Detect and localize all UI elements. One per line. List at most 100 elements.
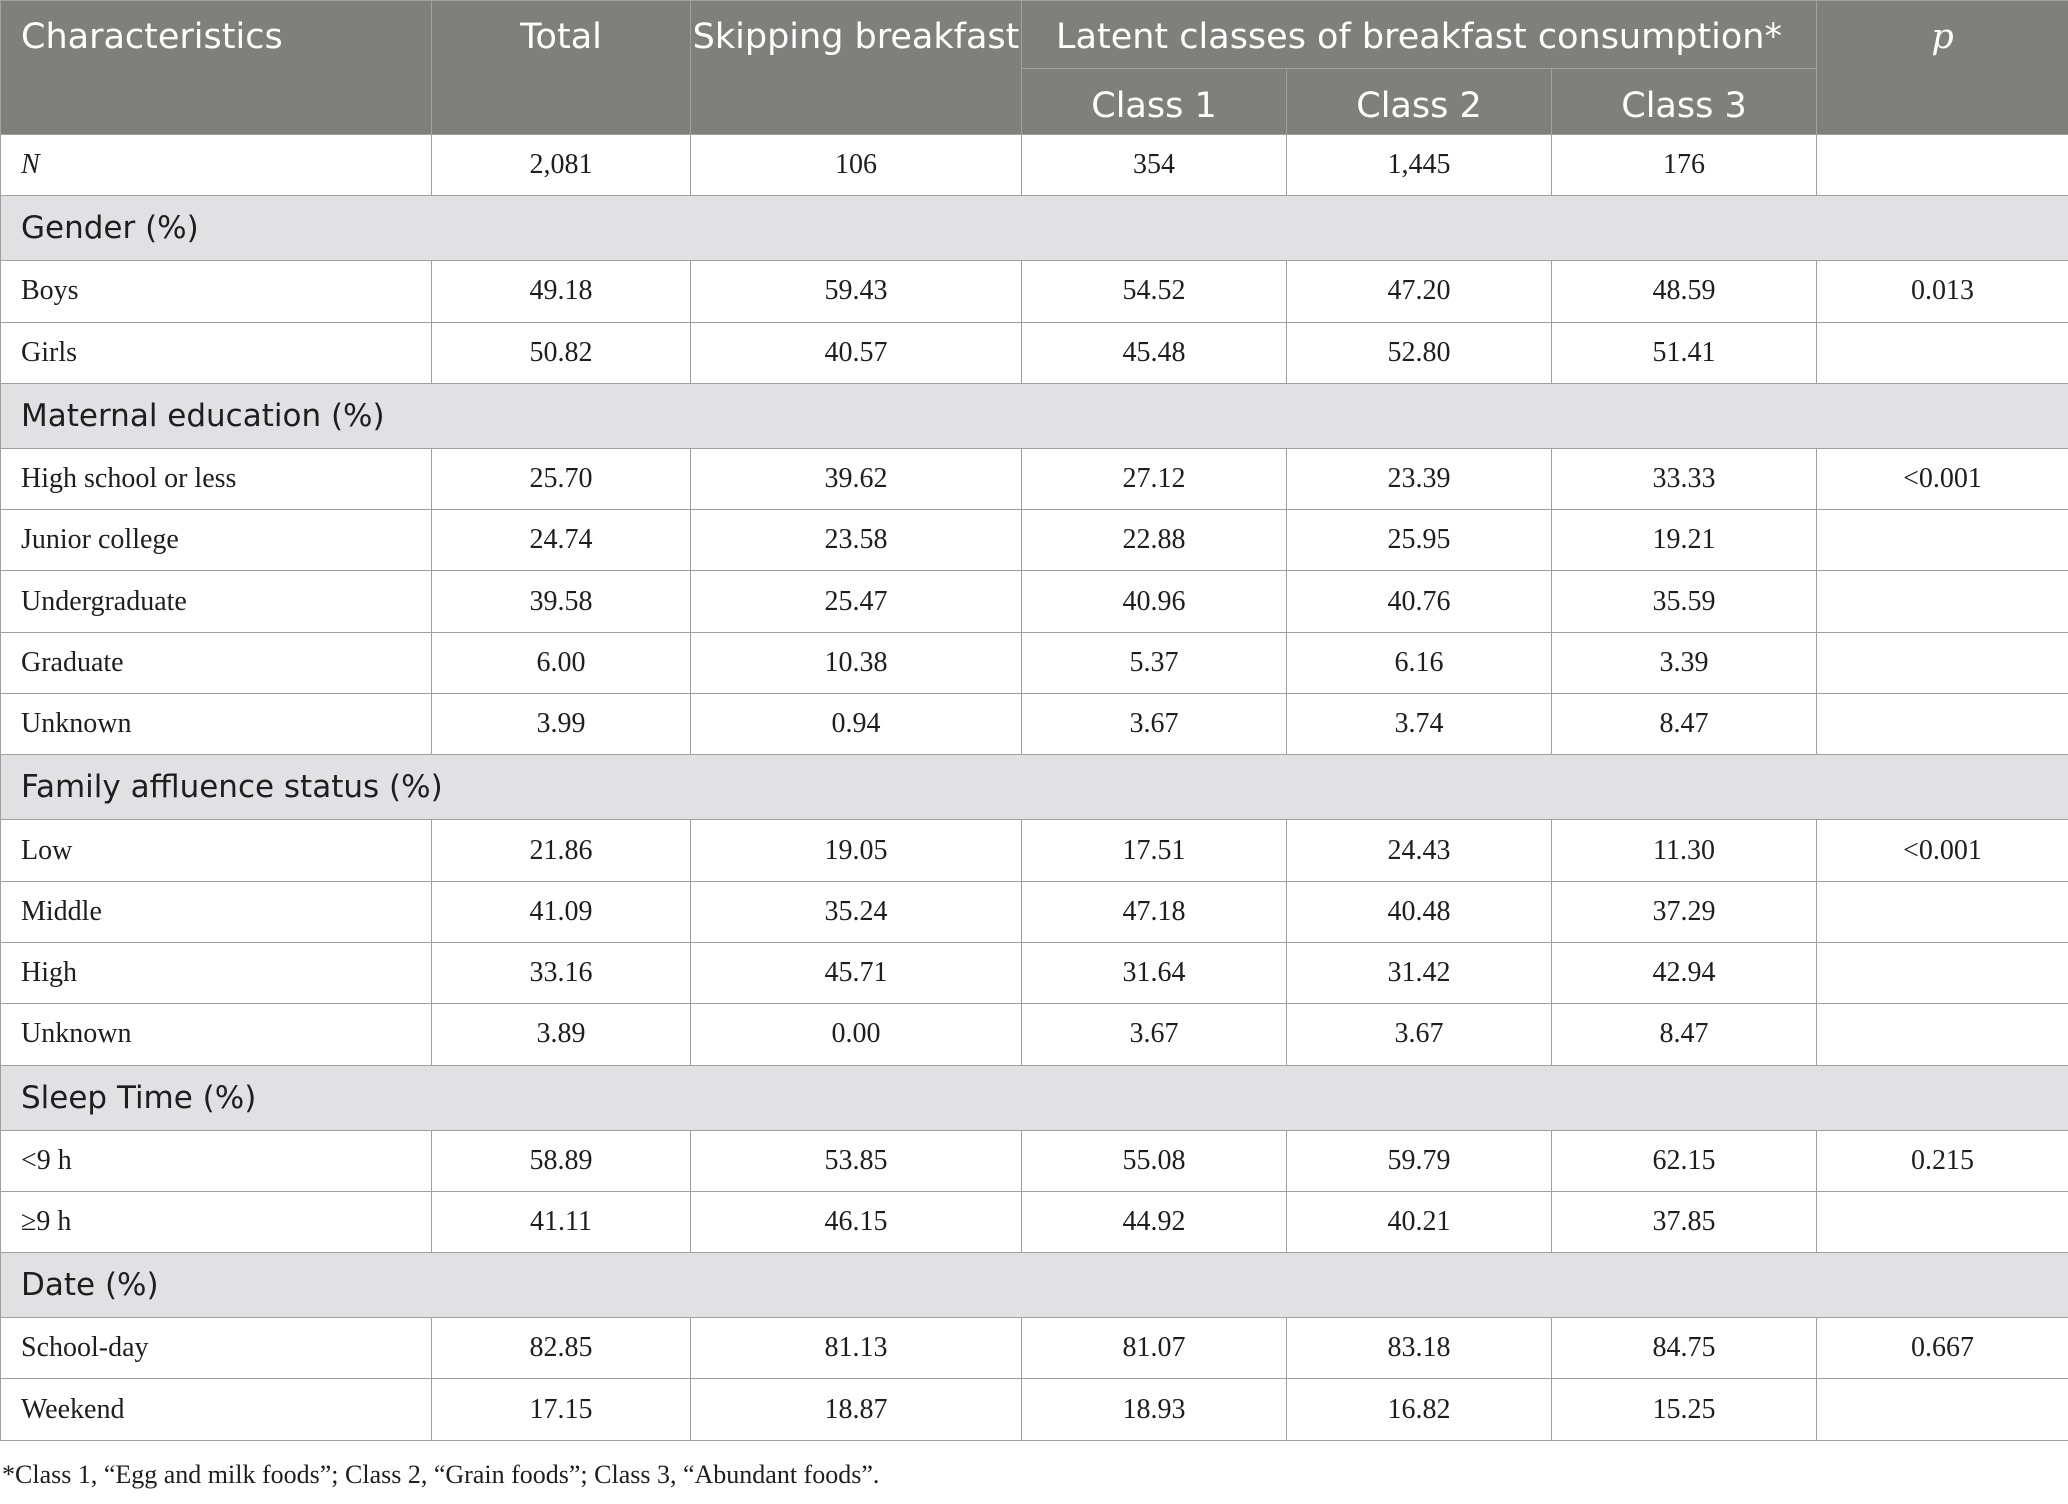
table-row: Unknown 3.89 0.00 3.67 3.67 8.47 [0, 1003, 2068, 1066]
cell-p-value [1816, 1003, 2068, 1066]
cell-skipping: 53.85 [690, 1129, 1022, 1192]
cell-class-2: 40.48 [1286, 880, 1552, 943]
cell-skipping: 19.05 [690, 819, 1022, 882]
cell-class-3: 15.25 [1550, 1378, 1818, 1441]
header-row-sub: Class 1 Class 2 Class 3 [1, 68, 2068, 135]
table-row: Graduate 6.00 10.38 5.37 6.16 3.39 [0, 631, 2068, 695]
cell-skipping: 46.15 [690, 1190, 1022, 1254]
cell-class-1: 17.51 [1021, 819, 1287, 882]
cell-class-1: 5.37 [1021, 631, 1287, 695]
cell-class-2: 16.82 [1286, 1378, 1552, 1441]
cell-total: 49.18 [431, 260, 691, 323]
cell-class-1: 40.96 [1021, 570, 1287, 633]
cell-class-3: 35.59 [1550, 570, 1818, 633]
cell-class-1: 31.64 [1021, 941, 1287, 1005]
cell-p-value [1816, 1190, 2068, 1254]
header-class-2: Class 2 [1286, 68, 1552, 135]
cell-class-1: 54.52 [1021, 260, 1287, 323]
cell-total: 21.86 [431, 819, 691, 882]
cell-class-3: 19.21 [1550, 509, 1818, 572]
cell-p-value [1816, 509, 2068, 572]
table-row: Low 21.86 19.05 17.51 24.43 11.30 <0.001 [0, 819, 2068, 882]
row-label: ≥9 h [0, 1190, 432, 1254]
cell-p-value [1816, 880, 2068, 943]
cell-class-1: 27.12 [1021, 447, 1287, 511]
cell-total: 2,081 [431, 133, 691, 197]
header-p-value: p [1816, 0, 2068, 135]
cell-class-2: 47.20 [1286, 260, 1552, 323]
cell-total: 82.85 [431, 1317, 691, 1380]
row-label: Unknown [0, 693, 432, 756]
cell-total: 24.74 [431, 509, 691, 572]
cell-skipping: 106 [690, 133, 1022, 197]
row-label: <9 h [0, 1129, 432, 1192]
cell-total: 41.09 [431, 880, 691, 943]
section-header-row: Sleep Time (%) [0, 1064, 2068, 1131]
cell-class-3: 51.41 [1550, 321, 1818, 384]
section-title: Family affluence status (%) [0, 754, 2068, 821]
section-title: Maternal education (%) [0, 382, 2068, 449]
cell-total: 39.58 [431, 570, 691, 633]
table-header: Characteristics Total Skipping breakfast… [0, 0, 2068, 135]
cell-class-3: 42.94 [1550, 941, 1818, 1005]
cell-class-1: 81.07 [1021, 1317, 1287, 1380]
row-label: Undergraduate [0, 570, 432, 633]
header-row-top: Characteristics Total Skipping breakfast… [0, 0, 2068, 135]
cell-p-value [1816, 1378, 2068, 1441]
section-title: Sleep Time (%) [0, 1064, 2068, 1131]
section-header-row: Gender (%) [0, 195, 2068, 262]
row-label: High school or less [0, 447, 432, 511]
cell-class-1: 3.67 [1021, 693, 1287, 756]
row-label: Low [0, 819, 432, 882]
cell-p-value: <0.001 [1816, 447, 2068, 511]
table-row: Boys 49.18 59.43 54.52 47.20 48.59 0.013 [0, 260, 2068, 323]
cell-class-2: 6.16 [1286, 631, 1552, 695]
table-row: Middle 41.09 35.24 47.18 40.48 37.29 [0, 880, 2068, 943]
cell-class-2: 24.43 [1286, 819, 1552, 882]
section-title: Date (%) [0, 1252, 2068, 1319]
section-header-row: Family affluence status (%) [0, 754, 2068, 821]
cell-class-3: 8.47 [1550, 1003, 1818, 1066]
cell-skipping: 0.00 [690, 1003, 1022, 1066]
cell-p-value: 0.215 [1816, 1129, 2068, 1192]
cell-total: 25.70 [431, 447, 691, 511]
cell-p-value [1816, 321, 2068, 384]
row-label: Weekend [0, 1378, 432, 1441]
cell-p-value [1816, 570, 2068, 633]
cell-skipping: 45.71 [690, 941, 1022, 1005]
cell-skipping: 0.94 [690, 693, 1022, 756]
table-row: High school or less 25.70 39.62 27.12 23.39 3… [0, 447, 2068, 511]
cell-skipping: 23.58 [690, 509, 1022, 572]
table-row: ≥9 h 41.11 46.15 44.92 40.21 37.85 [0, 1190, 2068, 1254]
header-class-3: Class 3 [1550, 68, 1818, 135]
cell-p-value: 0.013 [1816, 260, 2068, 323]
characteristics-table: Characteristics Total Skipping breakfast… [0, 0, 2068, 1441]
cell-p-value [1816, 133, 2068, 197]
row-label: Graduate [0, 631, 432, 695]
row-label: N [0, 133, 432, 197]
row-label: Girls [0, 321, 432, 384]
cell-class-3: 33.33 [1550, 447, 1818, 511]
cell-class-1: 354 [1021, 133, 1287, 197]
cell-class-3: 37.85 [1550, 1190, 1818, 1254]
cell-total: 33.16 [431, 941, 691, 1005]
cell-skipping: 10.38 [690, 631, 1022, 695]
cell-skipping: 35.24 [690, 880, 1022, 943]
cell-class-2: 40.21 [1286, 1190, 1552, 1254]
cell-class-1: 47.18 [1021, 880, 1287, 943]
cell-class-1: 18.93 [1021, 1378, 1287, 1441]
cell-skipping: 40.57 [690, 321, 1022, 384]
cell-class-1: 55.08 [1021, 1129, 1287, 1192]
cell-p-value [1816, 631, 2068, 695]
section-title: Gender (%) [0, 195, 2068, 262]
cell-class-1: 45.48 [1021, 321, 1287, 384]
cell-class-3: 176 [1550, 133, 1818, 197]
cell-p-value: 0.667 [1816, 1317, 2068, 1380]
cell-class-2: 40.76 [1286, 570, 1552, 633]
cell-class-2: 3.67 [1286, 1003, 1552, 1066]
header-characteristics: Characteristics [0, 0, 432, 135]
table-row-n: N 2,081 106 354 1,445 176 [0, 133, 2068, 197]
cell-class-2: 31.42 [1286, 941, 1552, 1005]
cell-class-3: 37.29 [1550, 880, 1818, 943]
table-row: Unknown 3.99 0.94 3.67 3.74 8.47 [0, 693, 2068, 756]
